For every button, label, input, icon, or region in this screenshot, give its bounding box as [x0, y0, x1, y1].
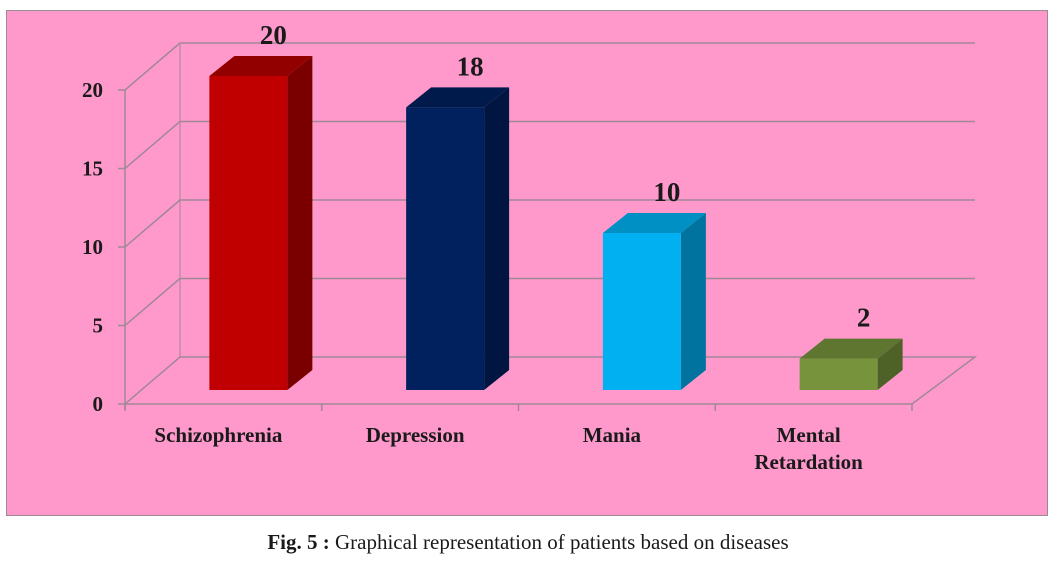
- bar-front: [209, 76, 288, 390]
- gridline-side: [124, 277, 181, 327]
- bar-side: [680, 213, 706, 390]
- x-category-label: Depression: [366, 423, 465, 447]
- bar-side: [287, 56, 313, 390]
- bar-front: [406, 107, 485, 391]
- bar-top: [799, 338, 903, 359]
- bar-top: [209, 56, 313, 76]
- y-tick-label: 10: [82, 235, 103, 259]
- data-label: 2: [857, 303, 871, 333]
- y-tick-label: 20: [82, 78, 103, 102]
- bar-chart: 0 5 10 15 20 20 Schizophrenia 18 Depression 10 Ma…: [82, 20, 978, 474]
- caption-text: Graphical representation of patients bas…: [329, 530, 789, 554]
- gridlines: [122, 42, 978, 405]
- data-label: 20: [260, 20, 287, 50]
- bar-front: [799, 358, 878, 390]
- bars: [209, 56, 903, 391]
- x-category-label: Retardation: [754, 450, 863, 474]
- bar-side: [484, 87, 510, 391]
- gridline-side: [124, 120, 181, 170]
- data-label: 18: [457, 51, 484, 81]
- bar-side: [877, 338, 903, 390]
- bar-top: [602, 213, 706, 233]
- gridline-side: [124, 199, 181, 248]
- y-tick-label: 15: [82, 157, 103, 181]
- x-category-label: Schizophrenia: [154, 423, 282, 447]
- figure-caption: Fig. 5 : Graphical representation of pat…: [0, 530, 1056, 555]
- gridline-side: [124, 42, 181, 91]
- x-category-label: Mental: [777, 423, 841, 447]
- data-label: 10: [653, 177, 680, 207]
- y-tick-label: 5: [93, 314, 104, 338]
- y-tick-label: 0: [93, 392, 104, 416]
- floor-plane: [122, 356, 978, 405]
- caption-label: Fig. 5 :: [267, 530, 330, 554]
- bar-front: [602, 233, 681, 390]
- bar-top: [406, 87, 510, 108]
- y-axis: 0 5 10 15 20: [82, 78, 913, 416]
- labels: 20 Schizophrenia 18 Depression 10 Mania 2 Menta…: [154, 20, 870, 474]
- x-category-label: Mania: [583, 423, 642, 447]
